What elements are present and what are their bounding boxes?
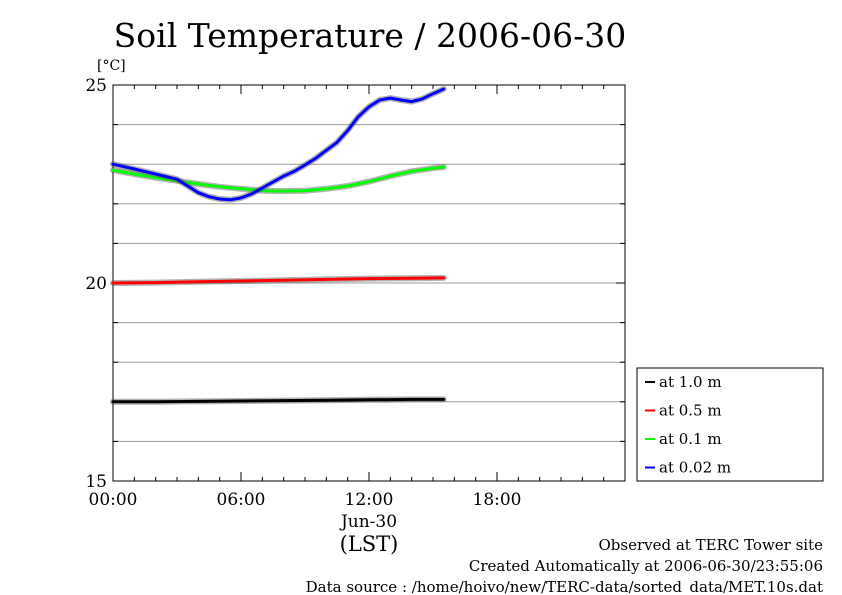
x-axis-date-label: Jun-30 bbox=[339, 512, 397, 532]
x-axis-label: (LST) bbox=[340, 532, 399, 556]
legend-box bbox=[636, 367, 824, 482]
y-tick-label: 15 bbox=[85, 472, 107, 492]
y-tick-label: 25 bbox=[85, 76, 107, 96]
series-line-1 bbox=[111, 276, 446, 285]
footer-observed: Observed at TERC Tower site bbox=[598, 536, 823, 554]
y-tick-label: 20 bbox=[85, 274, 107, 294]
x-tick-label: 00:00 bbox=[89, 490, 138, 510]
legend-label-3: at 0.02 m bbox=[659, 459, 731, 477]
legend-label-2: at 0.1 m bbox=[659, 430, 722, 448]
series-line-0 bbox=[111, 397, 446, 404]
series-line-3 bbox=[111, 87, 446, 202]
series-line-shadow-3 bbox=[110, 86, 447, 203]
axis-ticks: 15 20 25 00:00 06:00 12:00 18:00 bbox=[85, 76, 625, 510]
legend-label-1: at 0.5 m bbox=[659, 402, 722, 420]
legend-label-0: at 1.0 m bbox=[659, 373, 722, 391]
series-lines bbox=[110, 86, 447, 405]
x-tick-label: 06:00 bbox=[217, 490, 266, 510]
x-tick-label: 12:00 bbox=[345, 490, 394, 510]
chart-title: Soil Temperature / 2006-06-30 bbox=[114, 16, 627, 55]
x-tick-label: 18:00 bbox=[473, 490, 522, 510]
legend: at 1.0 m at 0.5 m at 0.1 m at 0.02 m bbox=[636, 367, 824, 482]
series-line-2 bbox=[111, 165, 446, 193]
footer-data-source: Data source : /home/hoivo/new/TERC-data/… bbox=[306, 578, 823, 595]
y-unit-label: [°C] bbox=[97, 58, 126, 74]
footer-created: Created Automatically at 2006-06-30/23:5… bbox=[469, 557, 823, 575]
